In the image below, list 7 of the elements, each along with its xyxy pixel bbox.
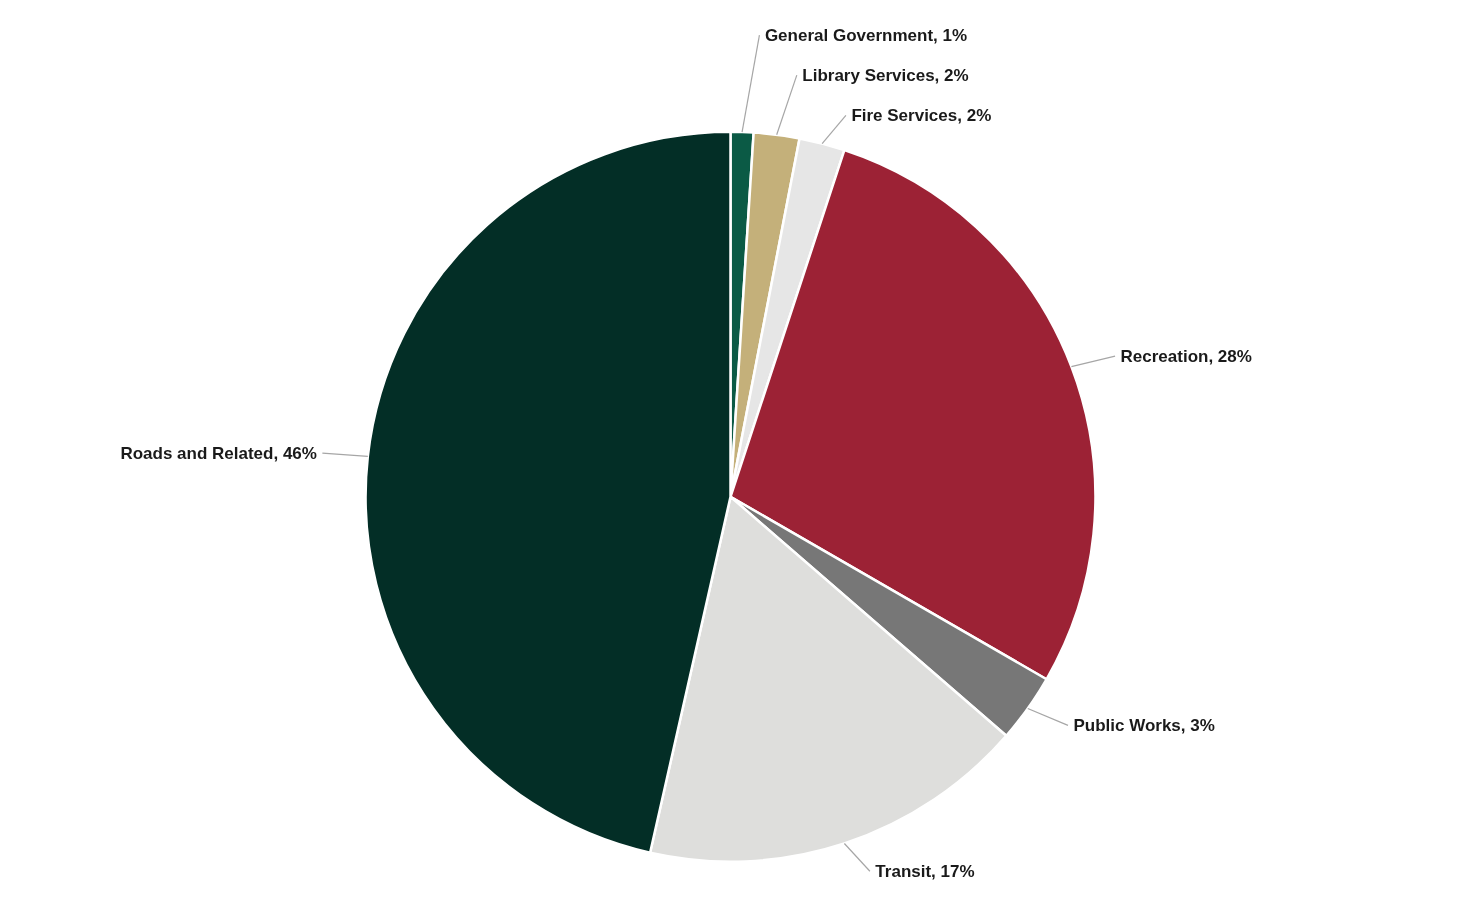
slice-label: Roads and Related, 46% (120, 443, 317, 463)
slice-label: Public Works, 3% (1073, 715, 1215, 735)
slice-label: Recreation, 28% (1120, 346, 1252, 366)
slice-label: Transit, 17% (875, 861, 975, 881)
slice-label: General Government, 1% (764, 25, 968, 45)
slice-label: Library Services, 2% (802, 65, 969, 85)
slice-label: Fire Services, 2% (851, 105, 992, 125)
